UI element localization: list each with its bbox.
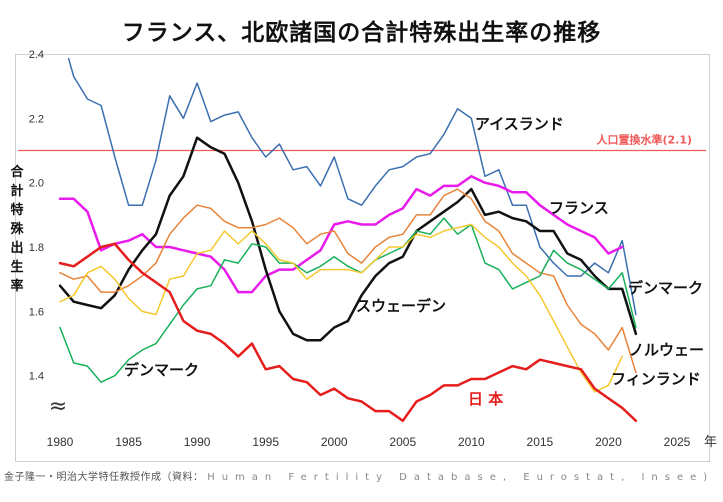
plot-area bbox=[15, 54, 710, 462]
y-tick-label: 1.4 bbox=[29, 371, 44, 383]
series-line bbox=[58, 175, 624, 294]
y-tick-label: 2.0 bbox=[29, 178, 44, 190]
x-tick-label: 1990 bbox=[184, 435, 211, 449]
y-tick-label: 2.2 bbox=[29, 113, 44, 125]
y-axis-label-char: 特 bbox=[10, 203, 24, 218]
y-tick-label: 1.8 bbox=[29, 242, 44, 254]
source-note: 金子隆一・明治大学特任教授作成（資料： Human Fertility Data… bbox=[4, 470, 720, 485]
series-line bbox=[67, 58, 637, 316]
series-label: デンマーク bbox=[124, 361, 199, 379]
x-tick-label: 2005 bbox=[389, 435, 416, 449]
series-group bbox=[58, 58, 638, 423]
y-axis-label-char: 合 bbox=[10, 165, 24, 180]
x-tick-label: 2015 bbox=[527, 435, 554, 449]
x-axis-label: 年 bbox=[704, 435, 717, 450]
x-tick-label: 1995 bbox=[252, 435, 279, 449]
series-line bbox=[59, 217, 637, 383]
y-axis-label-char: 出 bbox=[10, 241, 24, 256]
series-label: フィンランド bbox=[611, 370, 701, 388]
y-axis-label-char: 生 bbox=[10, 260, 24, 275]
series-line bbox=[59, 223, 623, 393]
x-tick-label: 2025 bbox=[664, 435, 691, 449]
series-label: アイスランド bbox=[475, 115, 564, 133]
y-axis-label: 合 計 特 殊 出 生 率 bbox=[8, 163, 26, 296]
series-label: スウェーデン bbox=[356, 297, 446, 315]
reference-line-label: 人口置換水準(2.1) bbox=[596, 133, 692, 147]
source-datasets: Human Fertility Database, Eurostat, Inse… bbox=[207, 472, 715, 483]
y-tick-label: 1.6 bbox=[29, 306, 44, 318]
x-tick-label: 2010 bbox=[458, 435, 485, 449]
series-label: 日 本 bbox=[468, 390, 503, 408]
series-line bbox=[59, 188, 637, 374]
series-line bbox=[58, 136, 638, 342]
y-axis-label-char: 計 bbox=[10, 184, 24, 199]
chart-title: フランス、北欧諸国の合計特殊出生率の推移 bbox=[121, 20, 602, 46]
x-tick-label: 1985 bbox=[115, 435, 142, 449]
series-line bbox=[58, 242, 638, 423]
series-label: ノルウェー bbox=[629, 341, 704, 359]
y-tick-label: 2.4 bbox=[29, 49, 44, 61]
y-axis-label-char: 殊 bbox=[10, 222, 24, 237]
x-tick-label: 2000 bbox=[321, 435, 348, 449]
x-tick-label: 1980 bbox=[47, 435, 74, 449]
axis-break-mark: ≈ bbox=[49, 394, 67, 419]
y-axis-label-char: 率 bbox=[10, 279, 24, 294]
series-label: フランス bbox=[549, 199, 609, 217]
source-prefix: 金子隆一・明治大学特任教授作成（資料： bbox=[4, 472, 204, 483]
x-tick-label: 2020 bbox=[595, 435, 622, 449]
series-label: デンマーク bbox=[628, 279, 703, 297]
